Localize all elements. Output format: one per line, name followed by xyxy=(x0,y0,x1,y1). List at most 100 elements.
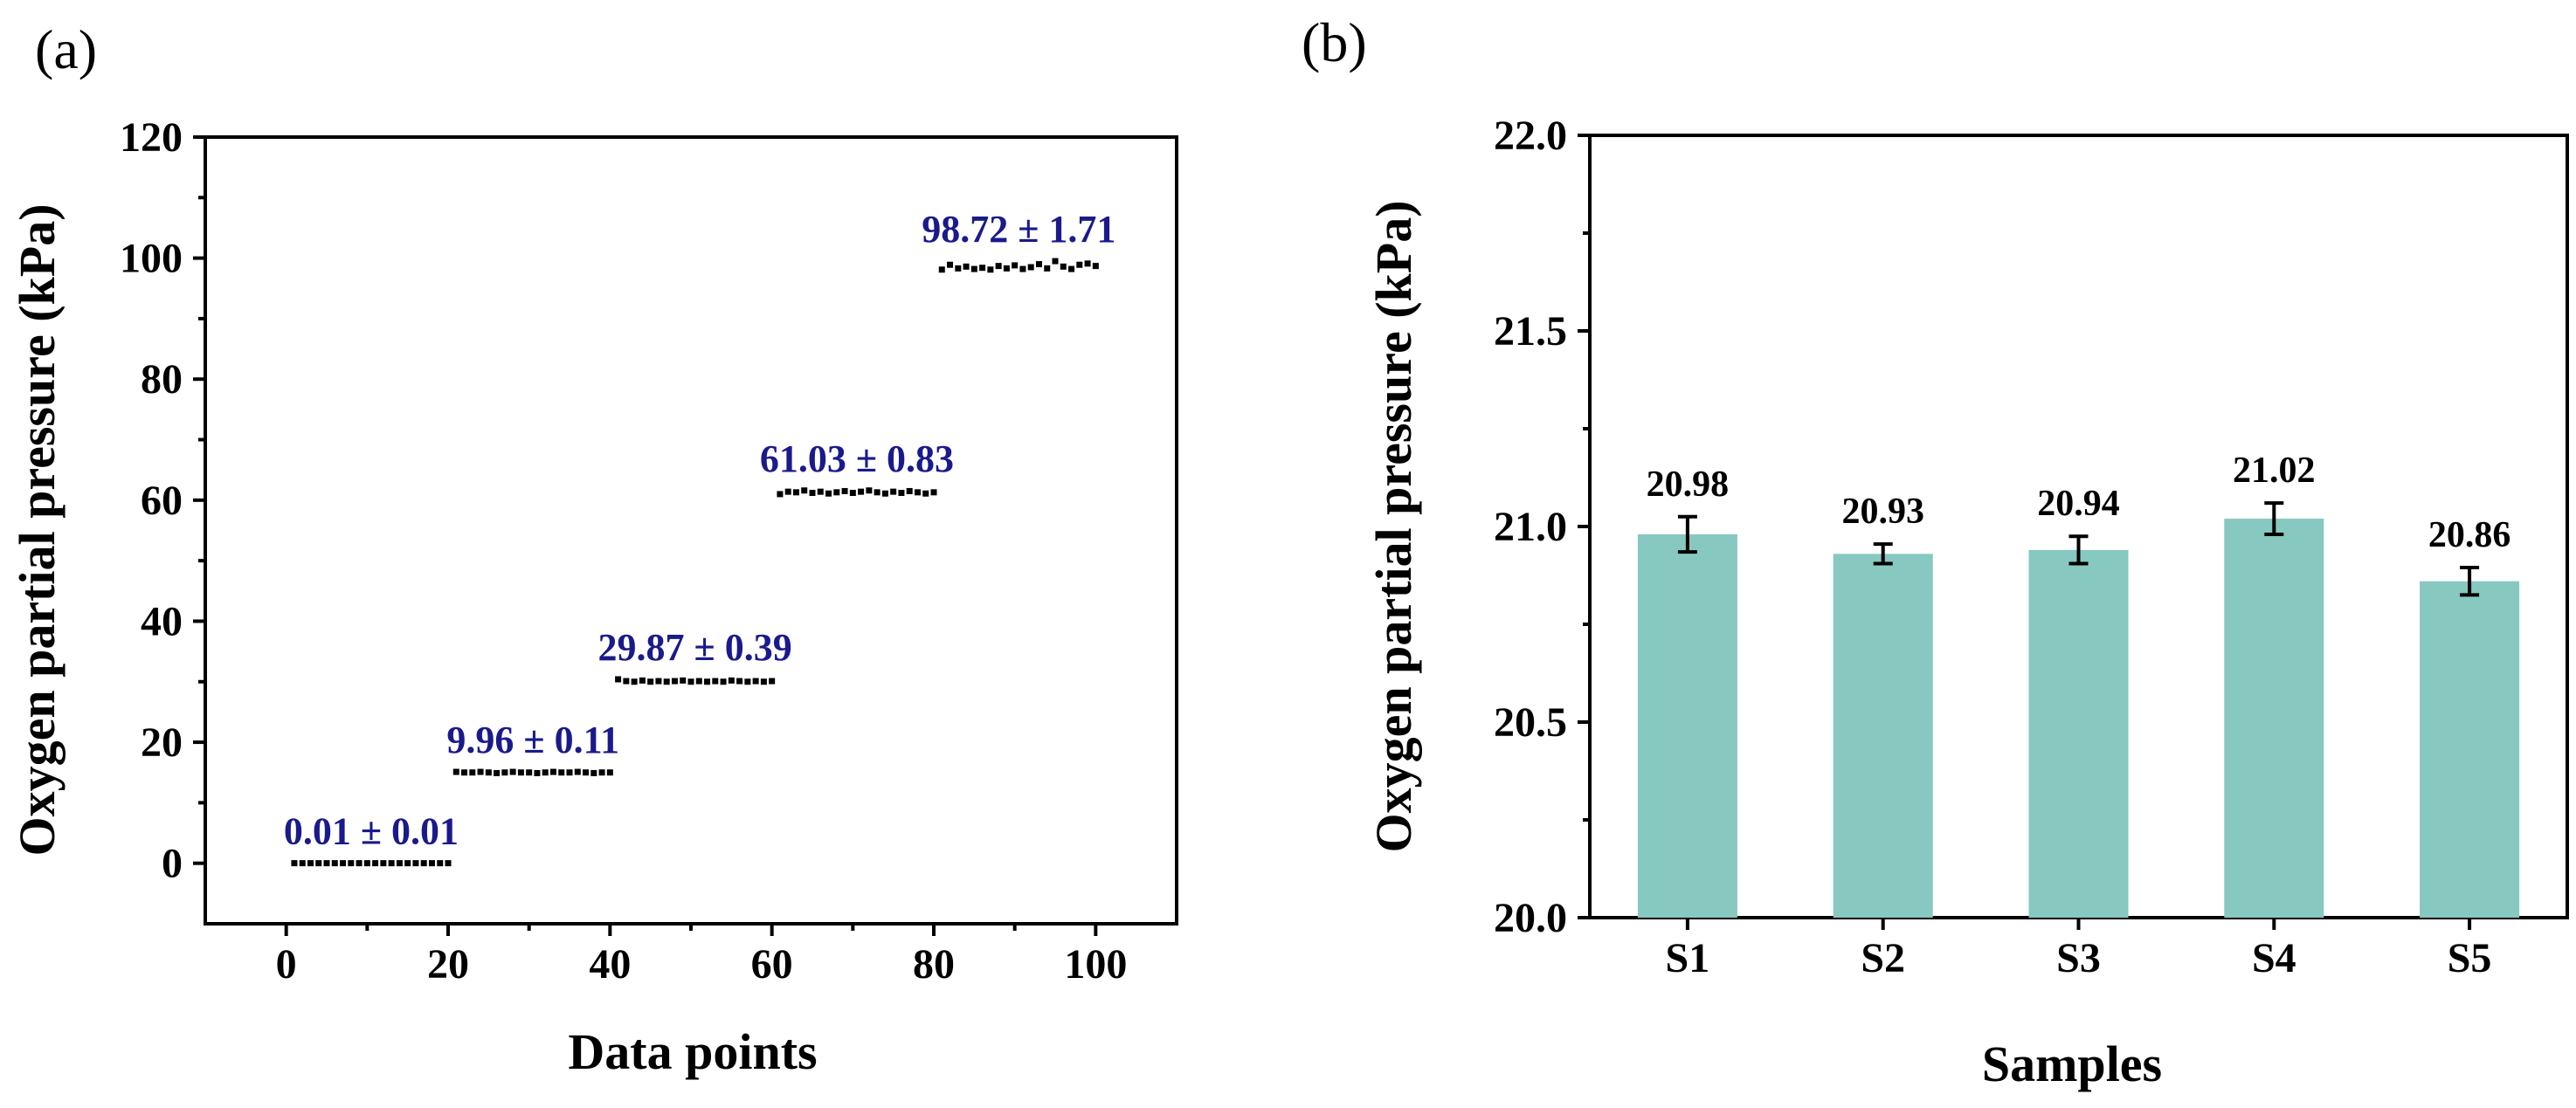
x-tick-label: 80 xyxy=(913,941,955,988)
data-point xyxy=(331,860,338,867)
data-point xyxy=(1060,263,1067,270)
data-point xyxy=(590,769,597,776)
x-tick-label: S1 xyxy=(1666,935,1710,981)
data-point xyxy=(784,488,791,495)
data-point xyxy=(801,487,808,494)
data-point xyxy=(938,266,945,273)
group-mean-annotation: 0.01 ± 0.01 xyxy=(284,810,459,853)
data-point xyxy=(631,678,638,685)
data-point xyxy=(744,678,751,685)
data-point xyxy=(461,769,468,776)
data-point xyxy=(1035,261,1042,268)
y-tick-label: 20.5 xyxy=(1494,699,1567,746)
data-point xyxy=(817,488,824,495)
bar-value-label: 21.02 xyxy=(2233,451,2316,491)
bar xyxy=(2224,519,2324,918)
data-point xyxy=(396,860,403,867)
data-point xyxy=(534,769,541,776)
data-point xyxy=(858,488,865,495)
x-tick-label: 100 xyxy=(1064,941,1127,988)
data-point xyxy=(437,860,444,867)
panel-b-ticks: S1 S2 S3 S4 S5 20.0 20.5 21.0 21.5 22.0 xyxy=(1494,113,2491,981)
data-point xyxy=(987,266,994,273)
bar xyxy=(2028,549,2129,918)
data-point xyxy=(558,769,565,776)
x-tick-label: 0 xyxy=(276,941,297,988)
data-point xyxy=(445,860,452,867)
data-point xyxy=(760,678,767,685)
data-point xyxy=(825,490,832,497)
data-point xyxy=(583,769,590,776)
data-point xyxy=(995,263,1002,270)
data-point xyxy=(695,678,702,685)
data-point xyxy=(922,490,929,497)
data-point xyxy=(1068,265,1075,272)
data-point xyxy=(291,860,298,867)
data-point xyxy=(1052,258,1059,265)
data-point xyxy=(930,489,937,496)
group-mean-annotation: 61.03 ± 0.83 xyxy=(760,437,954,480)
data-point xyxy=(712,678,719,685)
data-point xyxy=(598,769,605,776)
data-point xyxy=(841,487,848,494)
data-point xyxy=(769,678,776,685)
data-point xyxy=(663,678,670,685)
data-point xyxy=(574,768,581,775)
data-point xyxy=(728,677,735,684)
data-point xyxy=(356,860,363,867)
y-tick-label: 40 xyxy=(141,598,183,644)
data-point xyxy=(494,769,501,776)
y-tick-label: 0 xyxy=(162,841,183,887)
data-point xyxy=(914,489,921,496)
x-tick-label: S3 xyxy=(2056,935,2101,981)
data-point xyxy=(833,489,840,496)
data-point xyxy=(606,769,613,776)
panel-a-data-points xyxy=(291,258,1099,867)
data-point xyxy=(517,769,524,776)
data-point xyxy=(452,768,459,775)
y-tick-label: 22.0 xyxy=(1494,113,1567,159)
data-point xyxy=(526,769,533,776)
group-mean-annotation: 98.72 ± 1.71 xyxy=(922,208,1115,251)
data-point xyxy=(1084,260,1091,267)
panel-a-label: (a) xyxy=(35,18,97,80)
data-point xyxy=(881,490,888,497)
panel-b-y-axis-label: Oxygen partial pressure (kPa) xyxy=(1365,200,1422,852)
data-point xyxy=(704,678,711,685)
data-point xyxy=(420,860,427,867)
data-point xyxy=(792,489,799,496)
data-point xyxy=(388,860,395,867)
data-point xyxy=(404,860,411,867)
data-point xyxy=(1044,265,1051,272)
data-point xyxy=(566,769,573,776)
data-point xyxy=(372,860,379,867)
y-tick-label: 120 xyxy=(120,114,183,161)
y-tick-label: 21.0 xyxy=(1494,504,1567,550)
data-point xyxy=(1003,265,1010,272)
data-point xyxy=(307,860,314,867)
bar xyxy=(1637,533,1737,918)
panel-a-scatter-chart: (a) 0 20 40 60 80 100 0 20 40 60 80 100 120 0.01 ± 0… xyxy=(9,18,1178,1080)
bar xyxy=(1833,554,1933,918)
data-point xyxy=(970,265,977,272)
data-point xyxy=(639,677,646,684)
data-point xyxy=(963,263,970,270)
data-point xyxy=(501,769,508,776)
data-point xyxy=(509,768,516,775)
panel-a-annotations: 0.01 ± 0.01 9.96 ± 0.11 29.87 ± 0.39 61.03 … xyxy=(284,208,1115,853)
data-point xyxy=(866,487,873,494)
data-point xyxy=(542,769,549,776)
panel-a-ticks: 0 20 40 60 80 100 0 20 40 60 80 100 120 xyxy=(120,114,1127,988)
data-point xyxy=(979,265,986,272)
data-point xyxy=(647,678,654,685)
data-point xyxy=(1027,264,1034,271)
y-tick-label: 80 xyxy=(141,356,183,403)
data-point xyxy=(299,860,306,867)
x-tick-label: 60 xyxy=(751,941,793,988)
data-point xyxy=(687,678,694,685)
y-tick-label: 60 xyxy=(141,478,183,524)
bar-value-label: 20.93 xyxy=(1841,492,1924,532)
data-point xyxy=(671,678,678,685)
panel-b-label: (b) xyxy=(1302,11,1367,73)
